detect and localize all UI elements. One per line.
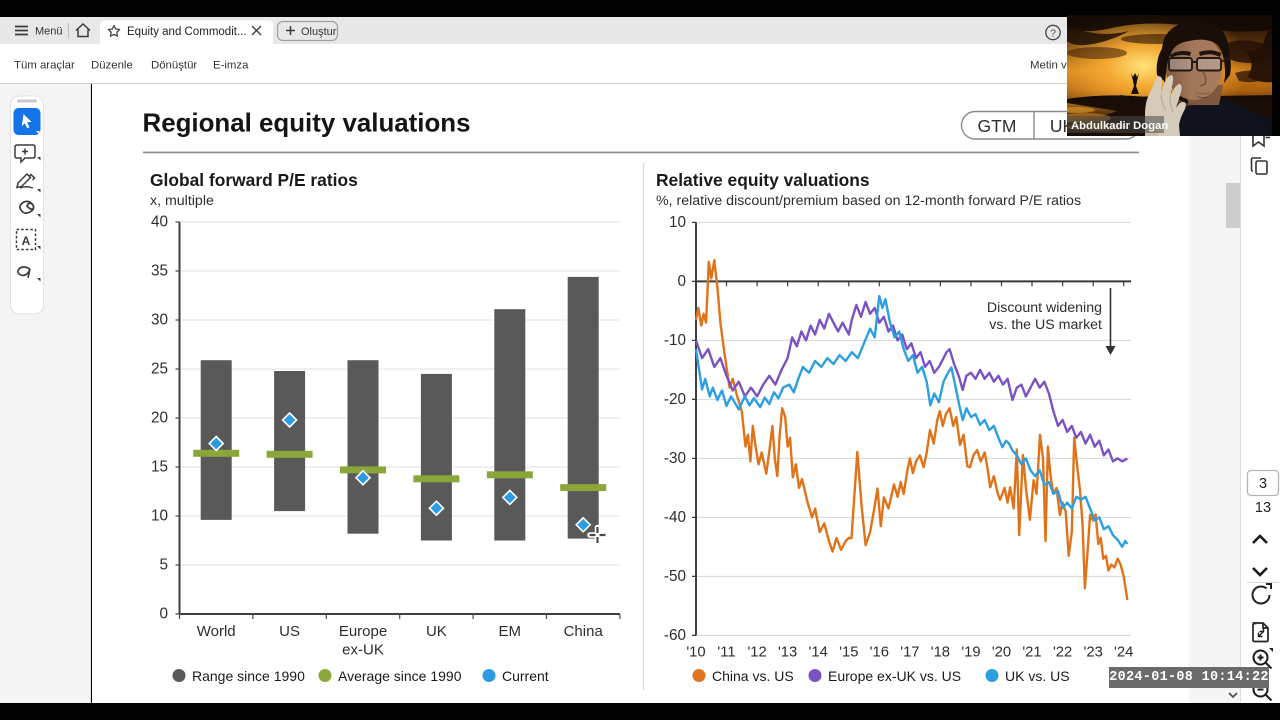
svg-text:Europe ex-UK vs. US: Europe ex-UK vs. US: [828, 668, 961, 684]
svg-text:3: 3: [1259, 476, 1267, 492]
svg-text:25: 25: [151, 361, 168, 378]
svg-text:'18: '18: [931, 645, 950, 661]
svg-text:China: China: [564, 623, 604, 640]
svg-text:%, relative discount/premium b: %, relative discount/premium based on 12…: [656, 193, 1081, 209]
svg-text:Menü: Menü: [35, 26, 63, 38]
svg-text:-60: -60: [664, 627, 686, 644]
svg-text:UK vs. US: UK vs. US: [1005, 668, 1070, 684]
svg-text:Tüm araçlar: Tüm araçlar: [14, 60, 75, 72]
svg-text:'22: '22: [1053, 645, 1072, 661]
svg-text:UK: UK: [426, 623, 447, 640]
svg-text:ex-UK: ex-UK: [342, 642, 384, 659]
svg-text:x, multiple: x, multiple: [150, 193, 214, 209]
svg-text:'15: '15: [839, 645, 858, 661]
svg-text:US: US: [279, 623, 300, 640]
svg-text:35: 35: [151, 263, 168, 280]
svg-text:vs. the US market: vs. the US market: [989, 317, 1102, 333]
svg-text:'13: '13: [778, 645, 797, 661]
svg-text:-40: -40: [664, 509, 686, 526]
svg-text:Düzenle: Düzenle: [91, 60, 133, 72]
svg-text:-50: -50: [664, 568, 686, 585]
svg-text:'24: '24: [1114, 645, 1133, 661]
svg-text:'10: '10: [686, 645, 705, 661]
svg-text:'21: '21: [1022, 645, 1041, 661]
svg-text:'11: '11: [717, 645, 735, 661]
svg-text:Regional equity valuations: Regional equity valuations: [143, 110, 471, 138]
svg-text:0: 0: [677, 273, 686, 290]
svg-text:Average since 1990: Average since 1990: [338, 668, 462, 684]
svg-text:Europe: Europe: [339, 623, 387, 640]
svg-text:5: 5: [159, 557, 168, 574]
svg-text:?: ?: [1050, 28, 1056, 40]
svg-text:-30: -30: [664, 450, 686, 467]
svg-text:15: 15: [151, 459, 168, 476]
svg-text:Dönüştür: Dönüştür: [151, 60, 197, 72]
svg-text:E-imza: E-imza: [213, 60, 249, 72]
svg-text:'17: '17: [900, 645, 919, 661]
svg-text:13: 13: [1255, 500, 1271, 516]
svg-text:Abdulkadir Dogan: Abdulkadir Dogan: [1071, 120, 1168, 132]
svg-text:Current: Current: [502, 668, 549, 684]
svg-text:GTM: GTM: [978, 116, 1017, 136]
svg-text:-10: -10: [664, 332, 686, 349]
svg-text:'14: '14: [809, 645, 828, 661]
svg-text:World: World: [197, 623, 236, 640]
svg-text:Discount widening: Discount widening: [987, 300, 1102, 316]
svg-text:10: 10: [151, 508, 168, 525]
svg-text:20: 20: [151, 410, 168, 427]
svg-text:'12: '12: [747, 645, 766, 661]
svg-text:0: 0: [159, 606, 168, 623]
svg-text:Oluştur: Oluştur: [301, 26, 337, 38]
svg-text:EM: EM: [499, 623, 522, 640]
svg-text:'20: '20: [992, 645, 1011, 661]
svg-text:China vs. US: China vs. US: [712, 668, 794, 684]
svg-text:Equity and Commodit...: Equity and Commodit...: [127, 26, 247, 38]
svg-text:Range since 1990: Range since 1990: [192, 668, 305, 684]
svg-text:Metin v: Metin v: [1030, 60, 1067, 72]
svg-text:10: 10: [669, 214, 686, 231]
svg-text:'23: '23: [1084, 645, 1103, 661]
svg-text:Relative equity valuations: Relative equity valuations: [656, 170, 870, 190]
svg-text:A: A: [22, 234, 31, 248]
svg-text:-20: -20: [664, 391, 686, 408]
svg-text:30: 30: [151, 312, 168, 329]
svg-text:'19: '19: [961, 645, 980, 661]
svg-text:'16: '16: [870, 645, 889, 661]
svg-text:40: 40: [151, 214, 168, 231]
svg-text:Global forward P/E ratios: Global forward P/E ratios: [150, 170, 358, 190]
